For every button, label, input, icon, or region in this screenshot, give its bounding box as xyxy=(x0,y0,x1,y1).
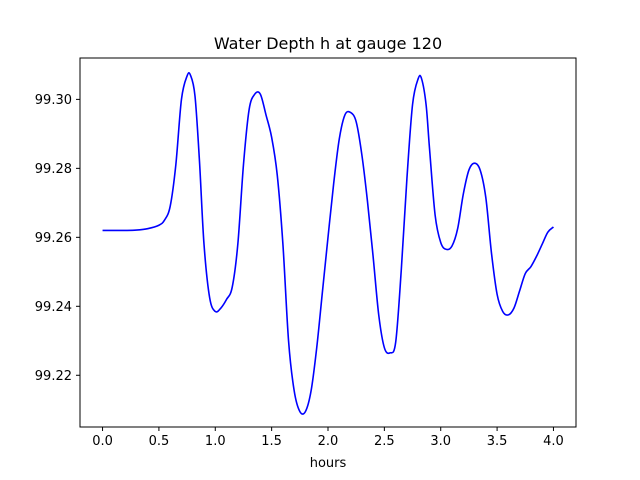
y-tick-label: 99.28 xyxy=(35,162,72,177)
y-axis-ticks: 99.22 99.24 99.26 99.28 99.30 xyxy=(35,93,80,384)
x-tick-label: 0.5 xyxy=(149,434,170,449)
series-layer xyxy=(102,72,554,415)
y-tick-label: 99.30 xyxy=(35,93,72,108)
water-depth-line xyxy=(102,72,554,415)
x-tick-label: 3.5 xyxy=(487,434,508,449)
x-tick-label: 4.0 xyxy=(543,434,564,449)
x-tick-label: 3.0 xyxy=(430,434,451,449)
y-tick-label: 99.24 xyxy=(35,300,72,315)
plot-frame xyxy=(79,57,577,428)
y-tick-label: 99.26 xyxy=(35,231,72,246)
x-tick-label: 0.0 xyxy=(92,434,113,449)
chart-title: Water Depth h at gauge 120 xyxy=(214,34,442,53)
x-tick-label: 2.0 xyxy=(318,434,339,449)
y-tick-label: 99.22 xyxy=(35,369,72,384)
x-tick-label: 1.0 xyxy=(205,434,226,449)
x-axis-ticks: 0.0 0.5 1.0 1.5 2.0 2.5 3.0 3.5 4.0 xyxy=(92,427,564,449)
x-axis-label: hours xyxy=(310,456,347,471)
x-tick-label: 2.5 xyxy=(374,434,395,449)
x-tick-label: 1.5 xyxy=(261,434,282,449)
